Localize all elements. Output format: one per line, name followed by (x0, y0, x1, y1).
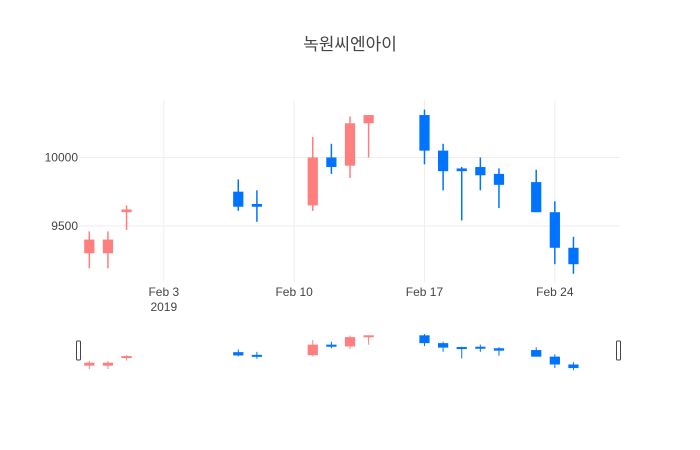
slider-candle (233, 349, 244, 357)
candle-body (531, 182, 542, 213)
candle-body (307, 344, 318, 356)
candle (456, 167, 467, 221)
candle-body (84, 362, 95, 366)
candle-body (251, 204, 263, 207)
candle-body (121, 209, 132, 213)
candle-body (456, 347, 467, 350)
slider-candle (102, 360, 114, 369)
chart-title: 녹원씨엔아이 (303, 35, 397, 55)
slider-candle (307, 340, 318, 357)
candle (251, 190, 263, 222)
candle-body (363, 115, 374, 124)
candle-body (102, 239, 114, 254)
candle-body (344, 337, 356, 347)
slider-candle (549, 354, 560, 369)
range-slider[interactable] (76, 328, 621, 376)
candle-body (84, 239, 95, 254)
candle (531, 169, 542, 213)
x-tick-label: Feb 17 (406, 285, 444, 299)
slider-handle-left[interactable] (76, 340, 81, 361)
candle-body (233, 352, 244, 356)
slider-candle (251, 351, 263, 359)
candle (84, 231, 95, 269)
slider-candle (419, 334, 430, 347)
slider-candle (531, 347, 542, 357)
candle-body (326, 157, 337, 168)
candle (121, 205, 132, 230)
candle-body (493, 173, 505, 185)
candle-body (326, 344, 337, 347)
candle (233, 179, 244, 211)
candle-body (549, 356, 560, 365)
candle-body (475, 167, 486, 176)
candle (344, 116, 356, 178)
candle-body (233, 191, 244, 207)
candle-body (549, 212, 560, 248)
slider-candle (568, 362, 579, 371)
slider-candle (437, 341, 449, 352)
candle-body (568, 247, 579, 265)
candle-body (437, 150, 449, 172)
candle (307, 136, 318, 211)
candle (437, 143, 449, 191)
candle-body (307, 157, 318, 206)
candle (568, 236, 579, 274)
slider-candle (456, 346, 467, 359)
candle-body (437, 343, 449, 348)
candle (326, 143, 337, 174)
candle (549, 201, 560, 265)
slider-candle (121, 355, 132, 361)
candle-body (531, 350, 542, 357)
slider-handle-right[interactable] (616, 340, 621, 361)
candle-body (419, 115, 430, 151)
candle-body (568, 364, 579, 369)
candle-body (363, 335, 374, 338)
candle (493, 168, 505, 209)
candle-body (493, 348, 505, 351)
candle (363, 115, 374, 158)
candle (475, 157, 486, 191)
x-tick-label: Feb 24 (536, 285, 574, 299)
candle (102, 231, 114, 269)
candle-body (344, 123, 356, 166)
x-tick-sublabel: 2019 (150, 300, 177, 314)
slider-candle (493, 347, 505, 356)
slider-candle (363, 335, 374, 345)
candle (419, 109, 430, 165)
candle-body (251, 354, 263, 357)
y-tick-label: 9500 (51, 219, 78, 233)
candle-body (456, 168, 467, 172)
slider-candle (475, 344, 486, 352)
candle-body (102, 362, 114, 366)
candles (84, 109, 579, 274)
x-tick-label: Feb 10 (275, 285, 313, 299)
slider-candle (344, 335, 356, 350)
slider-candle (326, 341, 337, 349)
candle-body (475, 346, 486, 349)
y-tick-label: 10000 (45, 150, 79, 164)
candle-body (419, 335, 430, 344)
x-tick-label: Feb 3 (148, 285, 179, 299)
candle-body (121, 356, 132, 359)
slider-candle (84, 360, 95, 369)
